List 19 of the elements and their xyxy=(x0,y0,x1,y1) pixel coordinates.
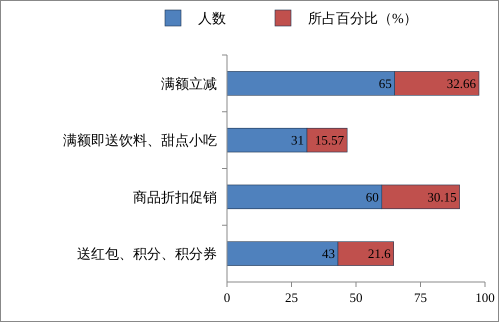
x-tick-label: 75 xyxy=(414,290,427,305)
x-tick-label: 0 xyxy=(224,290,230,305)
data-label: 65 xyxy=(378,76,392,91)
x-tick-label: 25 xyxy=(285,290,298,305)
legend-label: 人数 xyxy=(198,10,226,27)
data-label: 31 xyxy=(290,132,304,148)
data-label: 60 xyxy=(366,189,379,204)
data-label: 32.66 xyxy=(446,76,476,91)
data-label: 30.15 xyxy=(427,189,457,204)
legend-label: 所占百分比（%） xyxy=(308,10,418,27)
y-tick-label: 商品折扣促销 xyxy=(133,190,217,206)
y-tick-label: 满额即送饮料、甜点小吃 xyxy=(63,133,217,150)
data-label: 43 xyxy=(322,246,335,262)
x-tick-label: 50 xyxy=(350,290,362,305)
y-tick-label: 送红包、积分、积分券 xyxy=(77,246,217,263)
data-label: 15.57 xyxy=(314,132,345,148)
y-tick-label: 满额立减 xyxy=(161,76,217,92)
x-tick-label: 100 xyxy=(475,290,495,305)
data-label: 21.6 xyxy=(368,246,392,262)
